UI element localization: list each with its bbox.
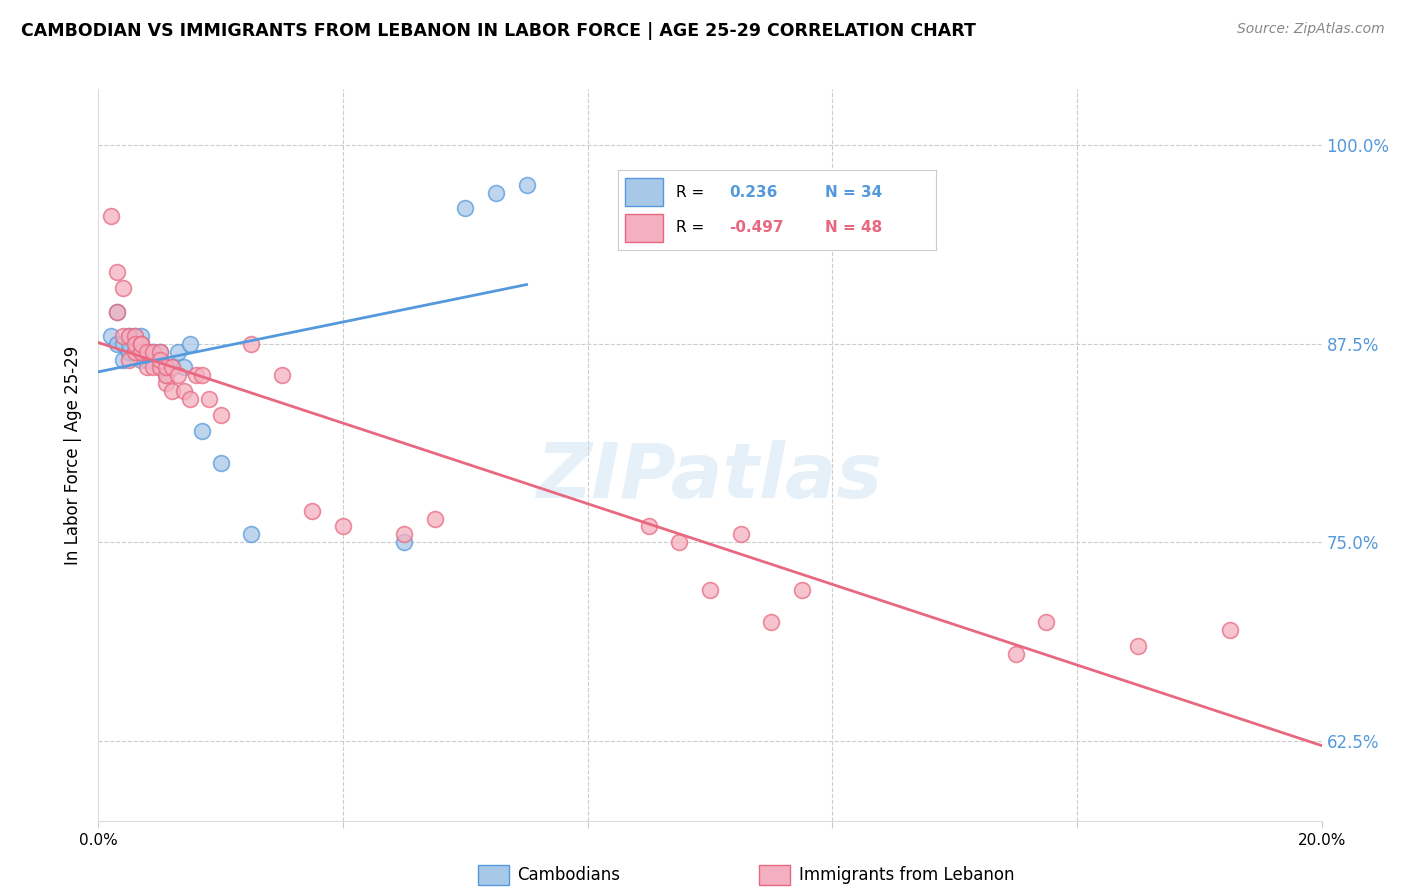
Point (129, 344, 152, 359)
Point (142, 344, 165, 359)
Text: CAMBODIAN VS IMMIGRANTS FROM LEBANON IN LABOR FORCE | AGE 25-29 CORRELATION CHAR: CAMBODIAN VS IMMIGRANTS FROM LEBANON IN … (21, 22, 976, 40)
Text: 20.0%: 20.0% (1298, 833, 1346, 848)
Point (240, 336, 263, 351)
Point (118, 344, 141, 359)
Point (485, 186, 508, 200)
Point (155, 376, 177, 391)
Point (100, 328, 122, 343)
Point (454, 202, 477, 216)
Point (173, 384, 195, 399)
Point (111, 336, 134, 351)
Point (111, 328, 134, 343)
Point (142, 352, 165, 367)
Point (160, 384, 183, 399)
Point (209, 408, 232, 422)
Point (118, 328, 141, 343)
Point (191, 368, 214, 383)
Y-axis label: In Labor Force | Age 25-29: In Labor Force | Age 25-29 (65, 345, 83, 565)
Point (240, 527, 263, 541)
Point (179, 392, 201, 407)
Point (111, 281, 134, 295)
Point (149, 360, 172, 375)
Point (155, 360, 177, 375)
Point (129, 328, 152, 343)
Point (100, 210, 122, 224)
Point (124, 344, 146, 359)
Point (118, 328, 141, 343)
Point (129, 336, 152, 351)
Point (149, 360, 172, 375)
Point (730, 527, 752, 541)
Point (142, 344, 165, 359)
Point (167, 344, 190, 359)
Point (197, 392, 219, 407)
Point (136, 344, 159, 359)
Point (118, 344, 141, 359)
Point (160, 360, 183, 375)
Point (1035, 615, 1057, 629)
Point (105, 305, 128, 319)
Point (392, 527, 416, 541)
Point (124, 344, 146, 359)
Point (149, 352, 172, 367)
Text: Source: ZipAtlas.com: Source: ZipAtlas.com (1237, 22, 1385, 37)
Point (124, 328, 146, 343)
Text: ZIPatlas: ZIPatlas (537, 440, 883, 514)
Point (209, 456, 232, 470)
Point (423, 511, 446, 525)
Text: Cambodians: Cambodians (517, 866, 620, 884)
Text: 0.0%: 0.0% (79, 833, 118, 848)
Point (179, 336, 201, 351)
Point (1128, 639, 1150, 653)
Point (173, 360, 195, 375)
Point (111, 352, 134, 367)
Point (129, 336, 152, 351)
Point (142, 360, 165, 375)
Point (637, 519, 661, 533)
Point (1219, 623, 1241, 637)
Point (136, 344, 159, 359)
Point (1004, 647, 1026, 661)
Point (136, 352, 159, 367)
Point (699, 583, 721, 598)
Point (118, 336, 141, 351)
Point (149, 344, 172, 359)
Point (124, 328, 146, 343)
Point (124, 344, 146, 359)
Point (136, 360, 159, 375)
Point (167, 368, 190, 383)
Point (186, 368, 208, 383)
Point (129, 352, 152, 367)
Point (105, 305, 128, 319)
Text: Immigrants from Lebanon: Immigrants from Lebanon (799, 866, 1014, 884)
Point (155, 368, 177, 383)
Point (759, 615, 782, 629)
Point (301, 503, 323, 517)
Point (332, 519, 354, 533)
Point (105, 265, 128, 279)
Point (392, 535, 416, 549)
Point (124, 336, 146, 351)
Point (191, 424, 214, 438)
Point (516, 178, 538, 192)
Point (149, 344, 172, 359)
Point (129, 336, 152, 351)
Point (129, 344, 152, 359)
Point (790, 583, 813, 598)
Point (118, 352, 141, 367)
Point (270, 368, 292, 383)
Point (105, 336, 128, 351)
Point (155, 368, 177, 383)
Point (668, 535, 690, 549)
Point (160, 360, 183, 375)
